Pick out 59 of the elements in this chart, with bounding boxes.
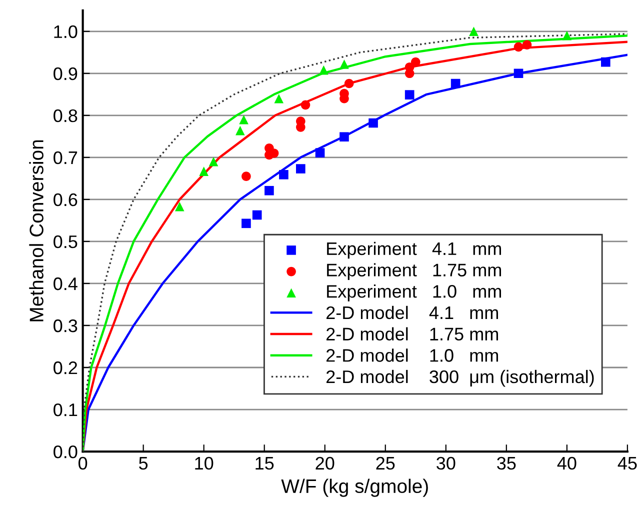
point xyxy=(404,90,414,100)
legend-label: 2-D model 1.0 mm xyxy=(326,348,498,362)
y-tick-label: 0.0 xyxy=(54,445,78,458)
point xyxy=(514,68,524,78)
point xyxy=(410,57,420,67)
point xyxy=(368,118,378,128)
point xyxy=(344,78,354,88)
point xyxy=(208,156,218,166)
point xyxy=(522,40,532,50)
point xyxy=(562,30,572,40)
point xyxy=(315,148,325,158)
point xyxy=(450,78,460,88)
y-tick-label: 1.0 xyxy=(54,25,78,38)
legend-label: Experiment 1.0 mm xyxy=(327,284,501,302)
y-tick-label: 0.7 xyxy=(54,151,78,164)
x-tick-label: 0 xyxy=(78,456,88,470)
point xyxy=(279,170,288,180)
y-tick-label: 0.3 xyxy=(54,319,78,332)
y-tick-label: 0.6 xyxy=(54,193,78,206)
y-tick-label: 0.5 xyxy=(54,235,78,248)
point xyxy=(601,57,610,67)
point xyxy=(319,65,328,75)
point xyxy=(300,100,310,110)
x-tick-label: 30 xyxy=(436,456,456,470)
point xyxy=(274,94,284,104)
point xyxy=(239,114,248,124)
x-tick-label: 45 xyxy=(618,457,637,470)
y-tick-label: 0.1 xyxy=(54,403,78,416)
x-tick-label: 40 xyxy=(557,456,576,470)
y-tick-label: 0.8 xyxy=(54,109,78,122)
point xyxy=(264,186,274,196)
x-axis-title: W/F (kg s/gmole) xyxy=(281,478,428,497)
point xyxy=(242,172,251,181)
point xyxy=(340,60,349,69)
y-axis-title: Methanol Conversion xyxy=(29,140,44,322)
x-tick-label: 35 xyxy=(497,456,516,470)
legend-label: 2-D model 1.75 mm xyxy=(326,327,498,340)
point xyxy=(235,126,245,136)
point xyxy=(469,26,478,36)
x-tick-label: 5 xyxy=(139,457,148,470)
x-tick-label: 20 xyxy=(316,456,334,470)
y-tick-label: 0.9 xyxy=(54,67,78,80)
point xyxy=(242,218,251,228)
x-tick-label: 15 xyxy=(256,457,274,470)
legend-label: 2-D model 300 μm (isothermal) xyxy=(326,370,594,387)
x-tick-label: 25 xyxy=(376,456,395,470)
y-tick-label: 0.4 xyxy=(54,277,78,290)
point xyxy=(340,132,349,142)
x-tick-label: 10 xyxy=(195,456,214,470)
point xyxy=(404,62,414,72)
point xyxy=(199,166,208,176)
point xyxy=(514,42,524,52)
point xyxy=(252,210,262,220)
legend-label: Experiment 4.1 mm xyxy=(327,242,501,259)
legend-label: Experiment 1.75 mm xyxy=(327,263,502,280)
point xyxy=(174,202,184,212)
y-tick-label: 0.2 xyxy=(54,361,78,374)
legend-label: 2-D model 4.1 mm xyxy=(326,306,498,320)
point xyxy=(296,164,306,174)
